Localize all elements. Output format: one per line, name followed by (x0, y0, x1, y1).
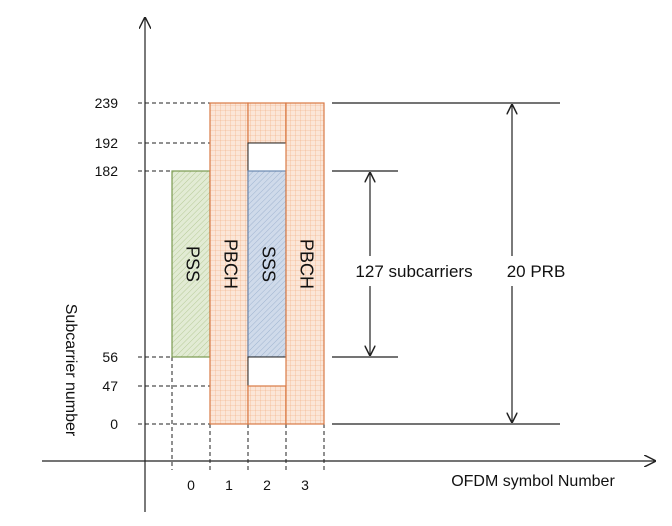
y-ticks: 239 192 182 56 47 0 (95, 95, 119, 432)
y-tick-192: 192 (95, 135, 119, 151)
gap-2-bottom (247, 356, 287, 387)
y-tick-239: 239 (95, 95, 119, 111)
x-tick-3: 3 (301, 477, 309, 493)
pbch-block-3 (285, 102, 325, 425)
pbch-label-2: PBCH (296, 239, 316, 289)
x-guides (171, 357, 325, 470)
pbch-block-2-bottom (247, 385, 287, 425)
y-tick-56: 56 (102, 349, 118, 365)
gap-2-top (247, 142, 287, 172)
prb-label: 20 PRB (507, 262, 566, 281)
pbch-label-1: PBCH (220, 239, 240, 289)
subcarriers-label: 127 subcarriers (355, 262, 472, 281)
x-tick-2: 2 (263, 477, 271, 493)
x-ticks: 0 1 2 3 (187, 477, 309, 493)
y-tick-182: 182 (95, 163, 119, 179)
y-tick-47: 47 (102, 378, 118, 394)
pss-label: PSS (182, 246, 202, 282)
sss-label: SSS (258, 246, 278, 282)
y-axis-label: Subcarrier number (62, 304, 79, 437)
x-tick-0: 0 (187, 477, 195, 493)
y-tick-0: 0 (110, 416, 118, 432)
pbch-block-2-top (247, 102, 287, 144)
x-tick-1: 1 (225, 477, 233, 493)
x-axis-label: OFDM symbol Number (451, 473, 615, 490)
pbch-block-1 (209, 102, 249, 425)
